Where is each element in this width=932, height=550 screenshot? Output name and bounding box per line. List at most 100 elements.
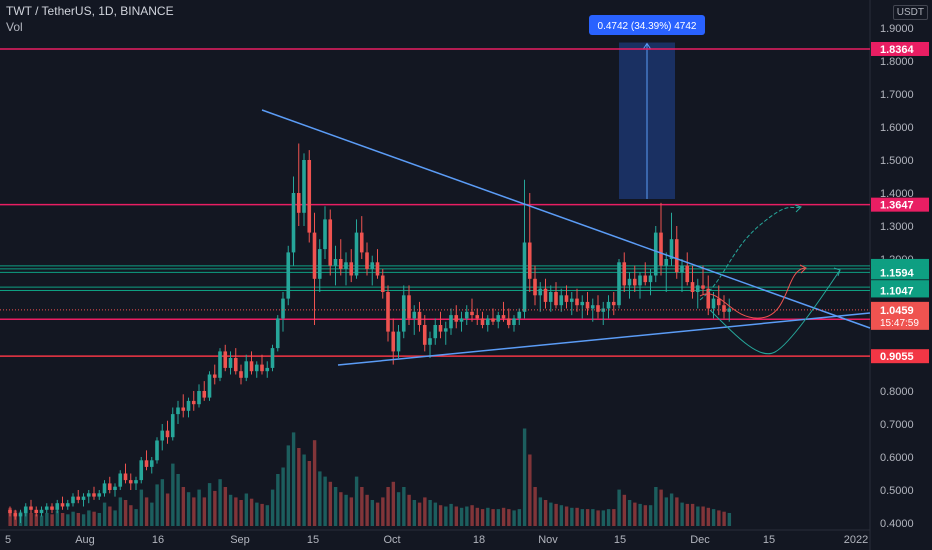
volume-bar [160,479,165,526]
candle [622,262,627,286]
volume-bar [102,502,107,526]
x-tick-label: Sep [230,534,250,546]
volume-bar [265,505,270,526]
candle [485,318,490,325]
candle [270,348,275,368]
projection-path-low [709,269,841,355]
candle [512,318,516,325]
candle [596,305,600,312]
volume-bar [260,503,264,526]
volume-bar [491,509,495,526]
level-tag-label: 1.8364 [880,44,915,56]
candle [669,239,674,259]
candle [191,400,196,405]
candle [275,318,280,349]
volume-bar [55,510,60,526]
level-tag [871,349,929,364]
candle [365,252,369,269]
candle [422,325,427,345]
volume-bar [407,494,411,526]
volume-bar [554,503,558,526]
volume-bar [76,513,81,526]
candle [375,262,380,276]
volume-bar [517,509,522,526]
candle [118,473,123,487]
x-tick-label: 15 [614,534,626,546]
volume-bar [402,487,406,526]
symbol-title: TWT / TetherUS, 1D, BINANCE [6,4,174,18]
candle [97,493,102,497]
volume-bar [218,479,222,526]
volume-bar [24,509,28,526]
measure-arrow-head [642,42,652,50]
volume-bar [223,487,228,526]
y-tick-label: 1.4000 [880,188,914,200]
y-tick-label: 1.9000 [880,23,914,35]
candle [370,262,375,269]
candle [428,338,432,345]
volume-bar [192,497,196,526]
x-tick-label: 15 [763,534,775,546]
currency-badge[interactable]: USDT [892,5,928,20]
volume-bar [470,505,474,526]
volume-bar [454,506,459,526]
volume-bar [302,454,306,526]
candle [611,301,616,306]
volume-bar [412,500,417,526]
candle [680,265,684,273]
candle [34,509,39,514]
candle [380,275,385,292]
candle [165,430,170,438]
candle [491,318,495,322]
candle [706,288,711,309]
volume-bar [45,513,49,526]
volume-bar [381,497,385,526]
volume-bar [685,503,690,526]
volume-bar [291,432,296,526]
volume-bar [87,510,91,526]
level-tag-label: 1.3647 [880,200,914,212]
candle [249,361,254,372]
candle [559,295,564,306]
volume-bar [375,502,380,526]
volume-bar [328,481,333,526]
candle [296,193,301,213]
candle [312,232,317,279]
measure-label-bg [589,15,705,35]
volume-bar [722,511,726,526]
volume-bar [701,506,705,526]
candle [627,278,632,286]
volume-bar [480,509,485,526]
x-tick-label: Dec [690,534,710,546]
volume-bar [438,505,443,526]
volume-bar [459,507,464,526]
volume-bar [92,511,96,526]
level-tag [871,265,929,280]
level-tag-label: 1.1594 [880,267,915,279]
volume-bar [213,490,217,526]
candle [459,318,464,322]
candle [438,325,443,332]
y-tick-label: 1.5000 [880,155,914,167]
volume-bar [144,497,149,526]
volume-bar [344,494,348,526]
volume-bar [690,503,695,526]
volume-bar [449,503,453,526]
volume-bar [711,509,716,526]
volume-bar [354,476,359,526]
volume-bar [255,502,259,526]
candle [233,358,238,372]
volume-bar [659,489,663,526]
volume-bar [270,489,275,526]
volume-bar [549,502,553,526]
candle [123,473,128,481]
candle [186,400,191,411]
candle [317,249,322,279]
volume-bar [570,507,574,526]
volume-bar [71,511,75,526]
volume-bar [528,454,532,526]
volume-bar [501,507,506,526]
x-tick-label: Oct [383,534,400,546]
candle [323,219,327,250]
